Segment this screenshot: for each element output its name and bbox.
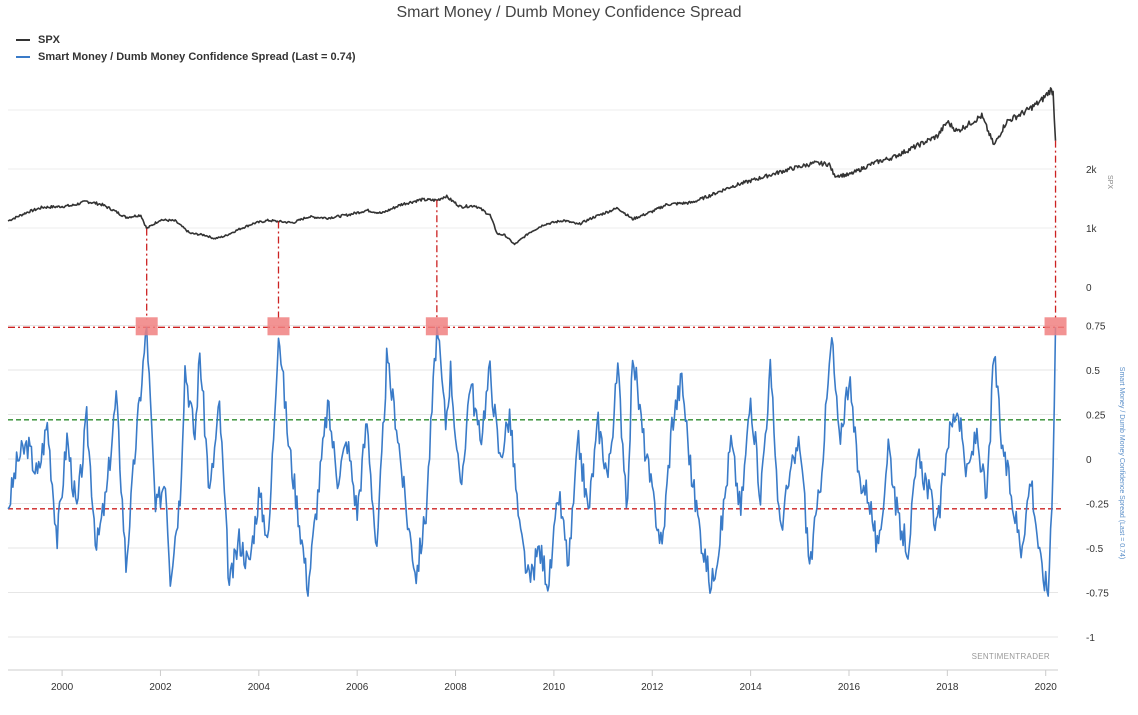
x-tick-label-2018: 2018 xyxy=(936,682,959,693)
x-tick-label-2006: 2006 xyxy=(346,682,369,693)
spread-tick-label-0: 0.75 xyxy=(1086,322,1106,333)
chart-title: Smart Money / Dumb Money Confidence Spre… xyxy=(396,4,742,21)
credit-text: SENTIMENTRADER xyxy=(972,652,1050,661)
x-tick-label-2004: 2004 xyxy=(248,682,271,693)
spx-tick-label-0: 2k xyxy=(1086,165,1098,176)
x-tick-label-2002: 2002 xyxy=(149,682,172,693)
x-tick-label-2010: 2010 xyxy=(543,682,566,693)
spx-axis-title: SPX xyxy=(1106,175,1113,189)
series-lines xyxy=(7,87,1057,597)
series-line-spread xyxy=(7,326,1057,597)
highlight-box-2 xyxy=(425,317,448,336)
highlight-marks xyxy=(135,140,1067,336)
legend-swatch-spx xyxy=(16,38,30,41)
x-tick-label-2014: 2014 xyxy=(739,682,762,693)
spread-axis-title: Smart Money / Dumb Money Confidence Spre… xyxy=(1118,367,1125,559)
highlight-box-3 xyxy=(1044,317,1067,336)
spread-tick-label-1: 0.5 xyxy=(1086,366,1100,377)
series-line-spx xyxy=(7,87,1057,246)
spread-tick-label-2: 0.25 xyxy=(1086,411,1106,422)
legend: SPX Smart Money / Dumb Money Confidence … xyxy=(16,31,356,65)
spx-tick-label-1: 1k xyxy=(1086,224,1098,235)
spread-tick-label-5: -0.5 xyxy=(1086,544,1104,555)
spread-tick-label-4: -0.25 xyxy=(1086,500,1109,511)
highlight-box-1 xyxy=(267,317,290,336)
spread-tick-label-6: -0.75 xyxy=(1086,589,1109,600)
x-tick-label-2012: 2012 xyxy=(641,682,664,693)
reference-lines xyxy=(8,326,1064,510)
legend-item-spx[interactable]: SPX xyxy=(16,31,356,48)
highlight-box-0 xyxy=(135,317,158,336)
spread-tick-label-3: 0 xyxy=(1086,455,1092,466)
x-tick-label-2020: 2020 xyxy=(1035,682,1058,693)
legend-label-spread: Smart Money / Dumb Money Confidence Spre… xyxy=(38,50,356,63)
x-tick-label-2000: 2000 xyxy=(51,682,74,693)
legend-swatch-spread xyxy=(16,55,30,58)
x-tick-label-2008: 2008 xyxy=(444,682,467,693)
legend-item-spread[interactable]: Smart Money / Dumb Money Confidence Spre… xyxy=(16,48,356,65)
legend-label-spx: SPX xyxy=(38,33,61,46)
axes: 2000 2002 2004 2006 2008 2010 2012 2014 2016 2018… xyxy=(8,165,1125,693)
spread-tick-label-7: -1 xyxy=(1086,633,1095,644)
grid-lines xyxy=(8,109,1058,638)
x-tick-label-2016: 2016 xyxy=(838,682,861,693)
spx-tick-label-2: 0 xyxy=(1086,283,1092,294)
